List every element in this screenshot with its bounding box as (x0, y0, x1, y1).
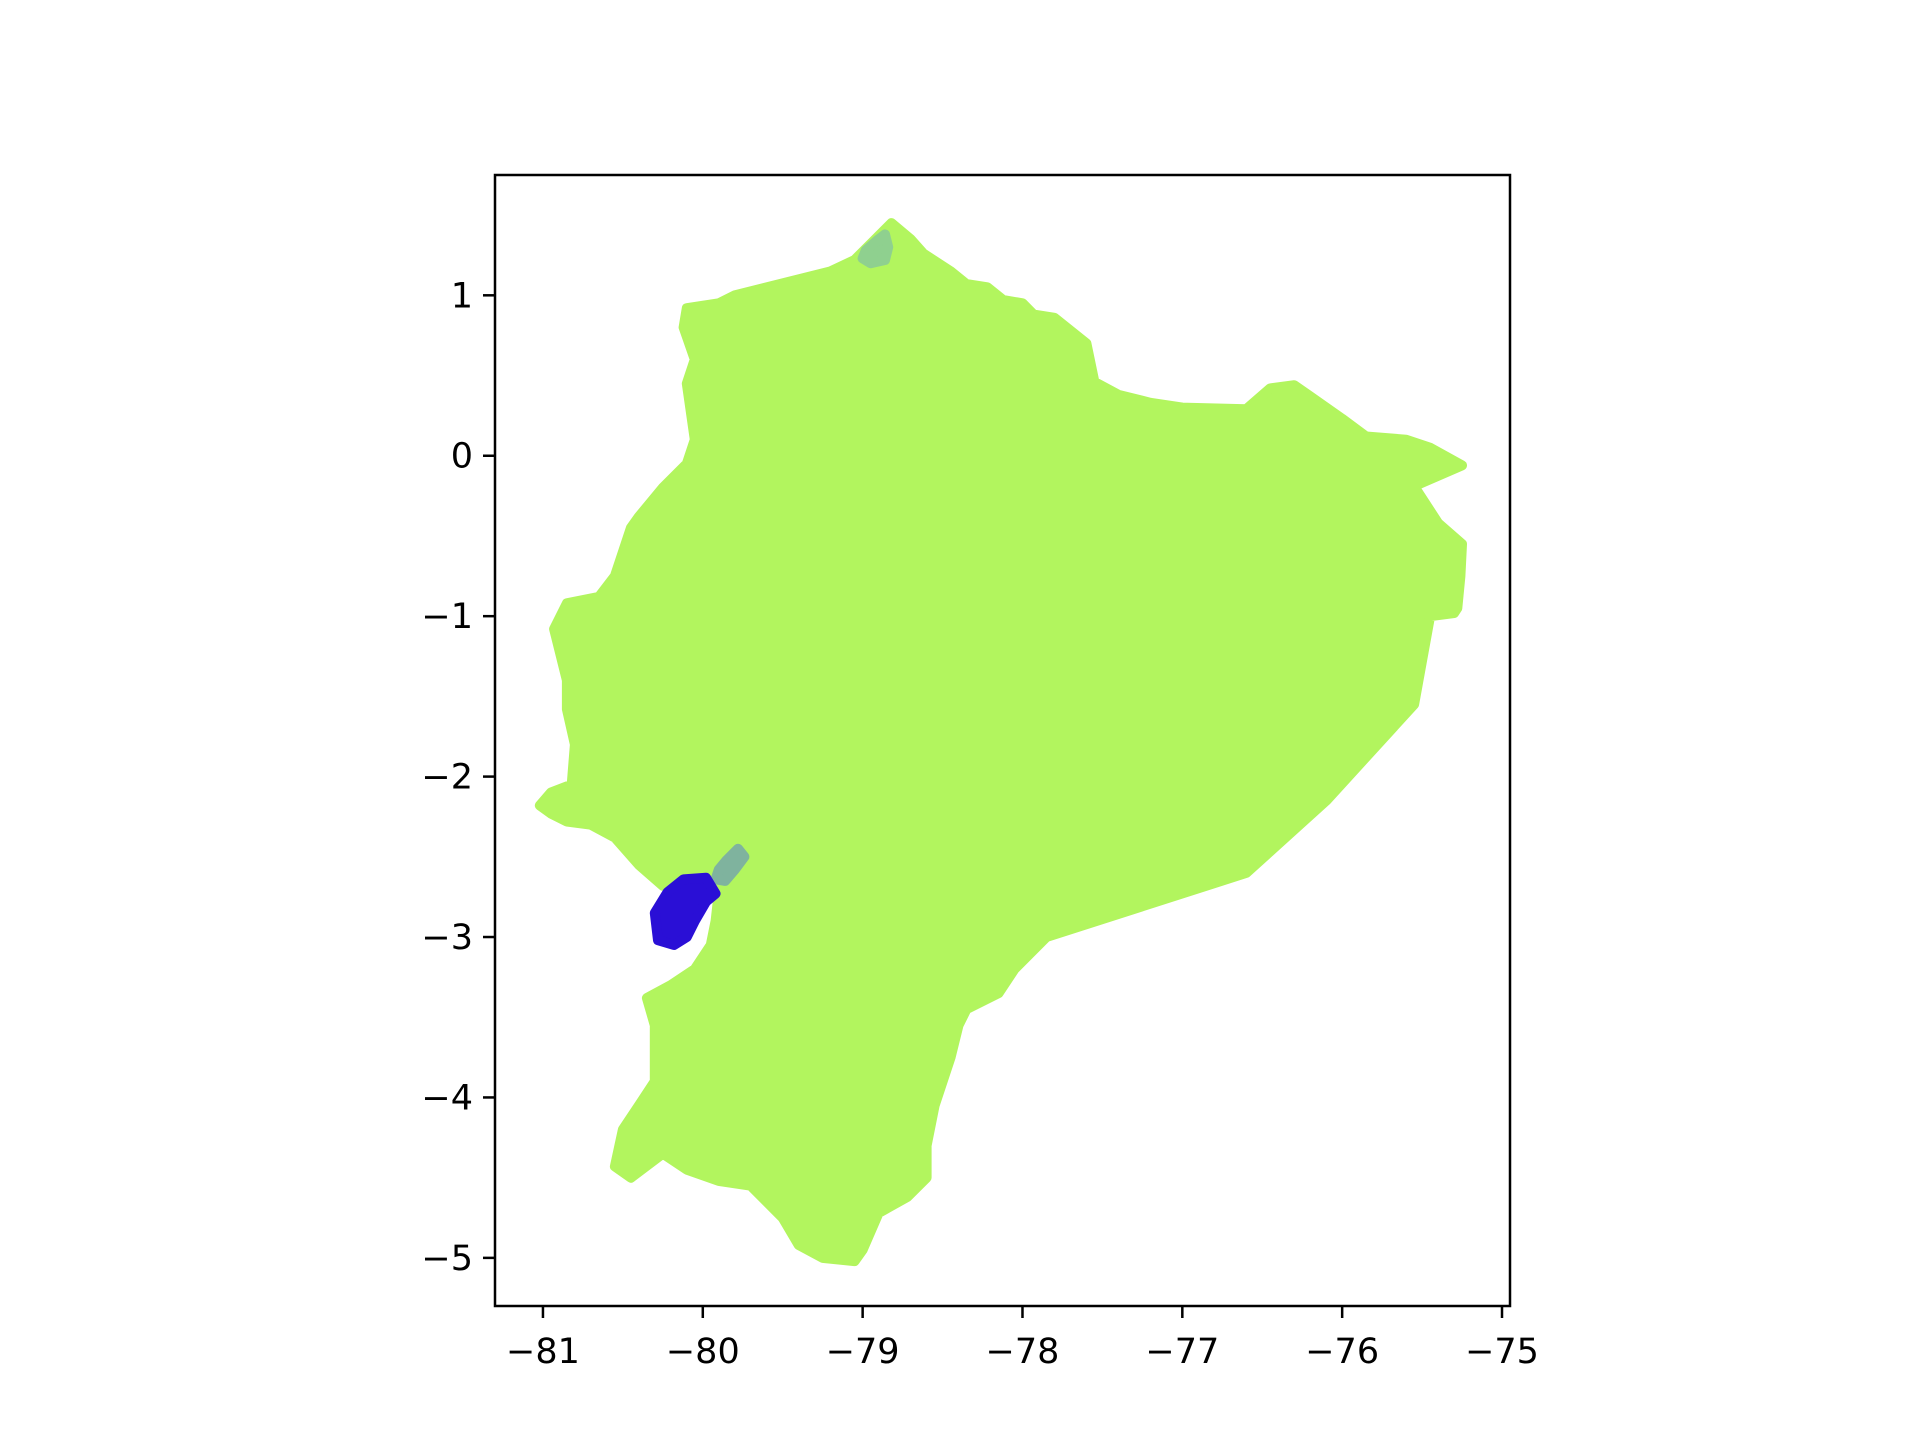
y-tick-label: −4 (421, 1078, 473, 1118)
y-tick-label: −2 (421, 758, 473, 798)
x-tick-label: −76 (1305, 1332, 1379, 1372)
plot-frame (493, 173, 1512, 1308)
y-tick-label: −3 (421, 918, 473, 958)
x-tick-label: −80 (666, 1332, 740, 1372)
region-gulf-strip (710, 843, 750, 886)
region-north-spot (857, 229, 894, 269)
x-tick-label: −81 (506, 1332, 580, 1372)
x-tick-label: −75 (1465, 1332, 1539, 1372)
y-tick-label: 0 (451, 437, 473, 477)
region-puna-island (649, 872, 721, 950)
y-tick-label: 1 (451, 276, 473, 316)
x-tick-label: −78 (986, 1332, 1060, 1372)
region-mainland (534, 218, 1467, 1267)
x-tick-label: −79 (826, 1332, 900, 1372)
map-regions (534, 218, 1467, 1267)
y-tick-label: −5 (421, 1239, 473, 1279)
y-tick-label: −1 (421, 597, 473, 637)
x-axis: −81 −80 −79 −78 −77 −76 −75 (506, 1306, 1539, 1372)
x-tick-label: −77 (1145, 1332, 1219, 1372)
y-axis: 1 0 −1 −2 −3 −4 −5 (421, 276, 495, 1279)
